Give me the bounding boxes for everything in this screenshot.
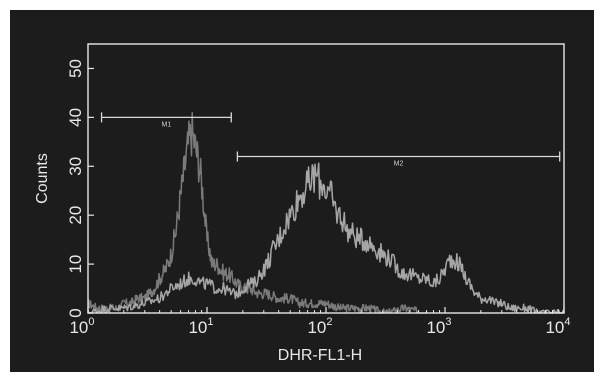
x-tick-exponent: 1 xyxy=(207,316,213,328)
marker-layer: M1 M2 xyxy=(100,112,561,167)
y-tick-label: 40 xyxy=(66,108,85,127)
x-tick-base: 10 xyxy=(188,318,207,337)
y-axis-ticks: 0 10 20 30 40 50 xyxy=(66,59,94,318)
y-tick-label: 50 xyxy=(66,59,85,78)
histogram-trace xyxy=(87,111,428,314)
series-layer xyxy=(87,111,565,314)
x-tick-exponent: 0 xyxy=(88,316,94,328)
y-tick-label: 10 xyxy=(66,255,85,274)
x-tick-label: 102 xyxy=(307,316,332,337)
y-tick-label: 30 xyxy=(66,157,85,176)
x-axis-title: DHR-FL1-H xyxy=(278,347,362,364)
x-tick-base: 10 xyxy=(545,318,564,337)
x-tick-exponent: 4 xyxy=(564,316,570,328)
x-tick-base: 10 xyxy=(69,318,88,337)
y-tick-label: 0 xyxy=(66,308,85,317)
marker-label: M2 xyxy=(394,160,404,167)
x-tick-base: 10 xyxy=(426,318,445,337)
x-tick-label: 103 xyxy=(426,316,451,337)
x-tick-label: 101 xyxy=(188,316,213,337)
plot-frame xyxy=(87,43,565,314)
marker-label: M1 xyxy=(162,121,172,128)
x-tick-exponent: 3 xyxy=(445,316,451,328)
y-tick-label: 20 xyxy=(66,206,85,225)
histogram-trace xyxy=(87,162,565,314)
x-tick-label: 100 xyxy=(69,316,94,337)
x-tick-base: 10 xyxy=(307,318,326,337)
x-axis-ticks: 100 101 102 103 104 xyxy=(69,307,571,337)
x-tick-label: 104 xyxy=(545,316,570,337)
x-tick-exponent: 2 xyxy=(326,316,332,328)
y-axis-title: Counts xyxy=(34,153,51,204)
